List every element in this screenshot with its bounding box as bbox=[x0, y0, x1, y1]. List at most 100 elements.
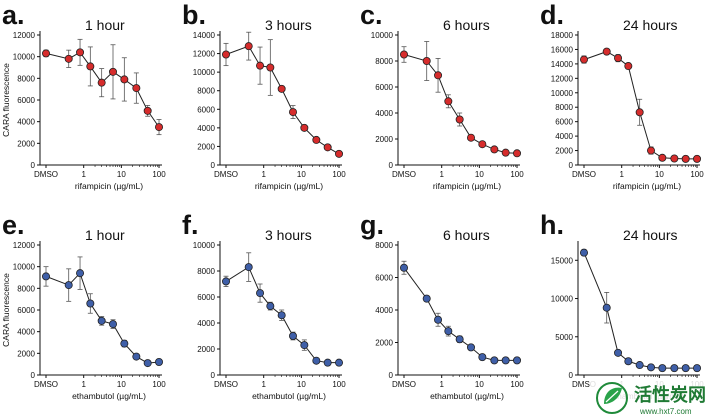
panel-title: 3 hours bbox=[265, 227, 312, 243]
y-tick-label: 2000 bbox=[555, 147, 573, 156]
panel-title: 24 hours bbox=[623, 17, 677, 33]
y-tick-label: 4000 bbox=[375, 109, 393, 118]
data-point bbox=[120, 339, 129, 348]
y-tick-label: 4000 bbox=[17, 328, 35, 337]
data-point bbox=[109, 67, 118, 76]
y-tick-label: 14000 bbox=[193, 31, 216, 40]
series-line bbox=[45, 272, 160, 364]
data-point bbox=[42, 49, 51, 58]
data-point bbox=[466, 133, 475, 142]
y-tick-label: 0 bbox=[569, 161, 574, 170]
data-point bbox=[143, 359, 152, 368]
data-point bbox=[76, 48, 85, 57]
series-line bbox=[45, 51, 160, 128]
data-point bbox=[335, 149, 344, 158]
data-point bbox=[300, 123, 309, 132]
y-tick-label: 15000 bbox=[551, 256, 574, 265]
chart-panel-f: 0 2000 4000 6000 8000 10000 DMSO 1 10 100 ethambut… bbox=[182, 210, 346, 401]
x-tick-label: 100 bbox=[332, 170, 346, 179]
x-tick-label: 1 bbox=[81, 380, 86, 389]
y-tick-label: 10000 bbox=[193, 68, 216, 77]
x-axis-label: rifampicin (µg/mL) bbox=[613, 181, 681, 191]
panel-title: 6 hours bbox=[443, 227, 490, 243]
x-tick-label: 100 bbox=[510, 380, 524, 389]
y-tick-label: 10000 bbox=[193, 241, 216, 250]
data-point bbox=[478, 140, 487, 149]
panel-title: 3 hours bbox=[265, 17, 312, 33]
data-point bbox=[132, 352, 141, 361]
x-tick-label: 100 bbox=[332, 380, 346, 389]
data-point bbox=[277, 311, 286, 320]
x-tick-label: DMSO bbox=[572, 170, 596, 179]
data-point bbox=[266, 63, 275, 72]
panel-title: 1 hour bbox=[85, 17, 125, 33]
data-point bbox=[614, 348, 623, 357]
panel-letter: c. bbox=[360, 0, 383, 30]
y-tick-label: 10000 bbox=[13, 53, 36, 62]
data-point bbox=[399, 263, 408, 272]
data-point bbox=[323, 143, 332, 152]
data-point bbox=[681, 154, 690, 163]
x-tick-label: 10 bbox=[117, 380, 126, 389]
data-point bbox=[64, 54, 73, 63]
data-point bbox=[312, 356, 321, 365]
panel-letter: f. bbox=[182, 210, 199, 240]
data-point bbox=[422, 294, 431, 303]
y-tick-label: 2000 bbox=[197, 142, 215, 151]
y-tick-label: 14000 bbox=[551, 60, 574, 69]
data-point bbox=[444, 97, 453, 106]
y-axis-label: CARA fluorescence bbox=[1, 63, 11, 137]
data-point bbox=[490, 145, 499, 154]
x-tick-label: DMSO bbox=[392, 380, 416, 389]
data-point bbox=[635, 108, 644, 117]
data-point bbox=[86, 62, 95, 71]
x-axis-label: ethambutol (µg/mL) bbox=[72, 391, 146, 401]
y-tick-label: 4000 bbox=[555, 132, 573, 141]
panel-title: 6 hours bbox=[443, 17, 490, 33]
data-point bbox=[86, 299, 95, 308]
data-point bbox=[624, 62, 633, 71]
y-tick-label: 8000 bbox=[17, 74, 35, 83]
data-point bbox=[455, 115, 464, 124]
y-tick-label: 0 bbox=[389, 161, 394, 170]
x-tick-label: 1 bbox=[439, 170, 444, 179]
x-tick-label: 10 bbox=[655, 170, 664, 179]
data-point bbox=[155, 123, 164, 132]
y-tick-label: 12000 bbox=[13, 241, 36, 250]
leaf-logo-icon bbox=[596, 382, 628, 414]
watermark: 活性炭网 www.hxt7.com bbox=[590, 378, 718, 418]
data-point bbox=[658, 153, 667, 162]
data-point bbox=[434, 315, 443, 324]
y-tick-label: 10000 bbox=[551, 295, 574, 304]
data-point bbox=[580, 248, 589, 257]
data-point bbox=[635, 361, 644, 370]
data-point bbox=[277, 84, 286, 93]
x-tick-label: 10 bbox=[297, 170, 306, 179]
y-tick-label: 6000 bbox=[375, 83, 393, 92]
x-tick-label: 1 bbox=[261, 170, 266, 179]
y-tick-label: 8000 bbox=[375, 241, 393, 250]
y-tick-label: 8000 bbox=[197, 87, 215, 96]
x-tick-label: DMSO bbox=[214, 170, 238, 179]
x-tick-label: 10 bbox=[117, 170, 126, 179]
chart-panel-d: 0 2000 4000 6000 8000 10000 12000 14000 16000 180… bbox=[540, 0, 704, 191]
y-tick-label: 2000 bbox=[17, 349, 35, 358]
data-point bbox=[155, 357, 164, 366]
y-tick-label: 8000 bbox=[197, 267, 215, 276]
data-point bbox=[490, 356, 499, 365]
data-point bbox=[97, 78, 106, 87]
watermark-url: www.hxt7.com bbox=[639, 407, 692, 416]
y-tick-label: 12000 bbox=[13, 31, 36, 40]
data-point bbox=[244, 42, 253, 51]
series-line bbox=[583, 51, 697, 160]
y-tick-label: 12000 bbox=[193, 50, 216, 59]
y-tick-label: 0 bbox=[389, 371, 394, 380]
x-axis-label: ethambutol (µg/mL) bbox=[430, 391, 504, 401]
data-point bbox=[97, 316, 106, 325]
data-point bbox=[444, 327, 453, 336]
data-point bbox=[455, 335, 464, 344]
x-tick-label: DMSO bbox=[214, 380, 238, 389]
data-point bbox=[513, 356, 522, 365]
y-tick-label: 4000 bbox=[375, 306, 393, 315]
y-tick-label: 0 bbox=[211, 161, 216, 170]
